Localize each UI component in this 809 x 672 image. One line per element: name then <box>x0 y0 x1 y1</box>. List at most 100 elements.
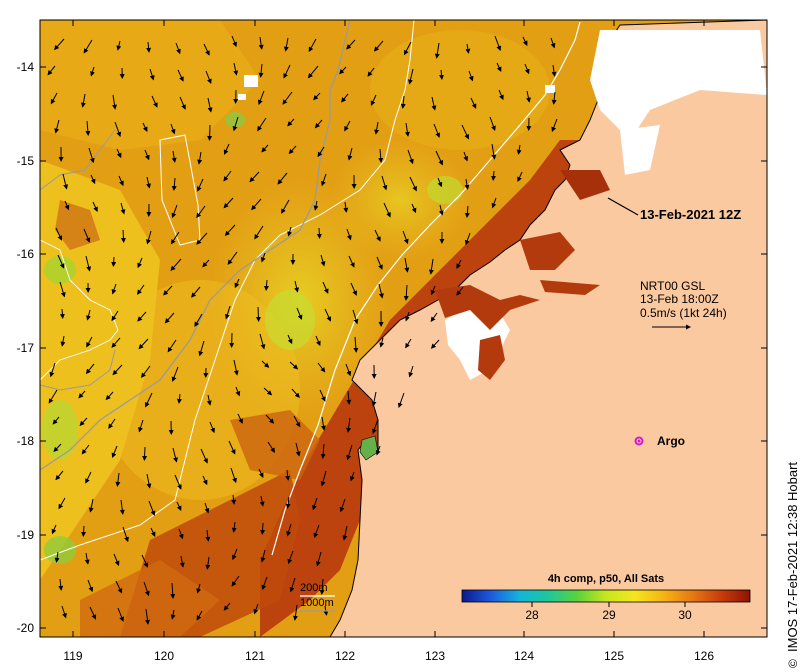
current-arrow <box>120 229 126 243</box>
current-arrow <box>292 604 298 621</box>
contour-200m-label: 200m <box>300 582 328 594</box>
current-arrow <box>261 144 269 153</box>
current-arrow <box>489 116 496 132</box>
current-arrow <box>205 70 212 85</box>
current-arrow <box>115 580 123 594</box>
contour-legend: 200m 1000m <box>300 582 335 612</box>
current-arrow <box>118 175 124 187</box>
current-arrow <box>285 469 291 481</box>
current-arrow <box>149 68 155 81</box>
current-arrow <box>258 63 264 78</box>
current-arrow <box>308 38 317 53</box>
date-pointer-line <box>607 197 639 216</box>
current-arrow <box>254 225 264 240</box>
lon-tick: 124 <box>514 649 534 663</box>
current-arrow <box>196 232 208 245</box>
current-arrow <box>59 281 66 298</box>
colorbar-title: 4h comp, p50, All Sats <box>548 573 664 585</box>
current-arrow <box>353 336 359 353</box>
current-arrow <box>374 229 381 242</box>
current-arrow <box>142 122 148 133</box>
current-arrow <box>204 502 210 514</box>
currents-line3: 0.5m/s (1kt 24h) <box>640 306 727 320</box>
current-arrow <box>223 197 234 209</box>
lat-tick: -17 <box>17 341 35 355</box>
current-arrow <box>438 204 444 216</box>
colorbar-tick-28: 28 <box>525 608 539 622</box>
credit-text: IMOS 17-Feb-2021 12:38 Hobart <box>785 462 800 652</box>
lon-tick: 123 <box>425 649 445 663</box>
current-arrow <box>224 224 236 237</box>
current-arrow <box>277 172 288 185</box>
current-arrow <box>62 173 69 190</box>
current-arrow <box>491 143 497 160</box>
current-arrow <box>517 171 523 183</box>
current-arrow <box>146 230 152 245</box>
current-arrow <box>177 69 184 82</box>
current-arrow <box>405 338 412 349</box>
current-arrow <box>339 66 347 75</box>
lat-tick: -16 <box>17 247 35 261</box>
current-arrow <box>259 495 265 507</box>
contour-1000m <box>39 19 351 471</box>
current-arrow <box>145 392 153 408</box>
current-arrow <box>319 578 325 595</box>
current-arrow <box>144 149 150 161</box>
current-arrow <box>191 286 201 298</box>
current-arrow <box>258 90 265 106</box>
current-arrow <box>346 39 356 50</box>
current-arrow <box>164 312 175 324</box>
current-arrow <box>200 448 208 464</box>
current-arrow <box>196 178 204 192</box>
current-arrow <box>468 70 474 82</box>
current-arrow <box>237 413 243 424</box>
current-arrow <box>170 231 180 245</box>
current-arrow <box>249 171 260 183</box>
current-arrow <box>233 359 239 376</box>
current-arrow <box>167 339 177 353</box>
current-arrow <box>163 285 173 296</box>
current-arrow <box>117 607 124 622</box>
lon-tick-labels: 119 120 121 122 123 124 125 126 <box>63 649 714 663</box>
contour-1000m-label: 1000m <box>300 597 334 609</box>
current-arrow <box>170 582 176 599</box>
current-arrow <box>434 42 440 59</box>
current-arrow <box>61 605 67 619</box>
current-arrow <box>90 174 96 185</box>
current-arrow <box>282 91 293 105</box>
current-arrow <box>232 548 238 561</box>
credit-symbol: © <box>786 659 800 668</box>
current-arrow <box>411 203 417 214</box>
current-arrow <box>317 362 326 373</box>
current-arrow <box>400 95 406 109</box>
current-arrow <box>407 149 414 165</box>
current-arrow <box>88 498 94 513</box>
current-arrow <box>111 283 117 295</box>
lon-tick: 122 <box>335 649 355 663</box>
current-arrow <box>108 418 116 429</box>
current-arrow <box>287 226 293 237</box>
current-arrow <box>295 442 301 457</box>
cool-spot <box>44 256 76 284</box>
current-arrow <box>409 176 417 192</box>
current-arrow <box>253 603 259 615</box>
current-arrow <box>263 387 273 396</box>
current-arrow <box>346 417 352 433</box>
current-arrow <box>315 335 321 347</box>
current-arrow <box>81 525 87 537</box>
current-arrow <box>379 337 385 348</box>
current-arrow <box>367 67 375 77</box>
current-arrow <box>456 259 462 269</box>
current-arrow <box>171 177 177 191</box>
current-arrow <box>370 94 377 106</box>
current-arrow <box>112 364 123 376</box>
current-arrow <box>251 198 262 211</box>
current-arrow <box>85 120 91 136</box>
current-arrow <box>346 444 353 461</box>
current-arrow <box>428 258 434 275</box>
current-arrow <box>496 62 502 73</box>
current-arrow <box>179 555 185 568</box>
current-arrow <box>383 202 391 218</box>
current-arrow <box>116 40 122 51</box>
current-arrow <box>50 92 58 105</box>
